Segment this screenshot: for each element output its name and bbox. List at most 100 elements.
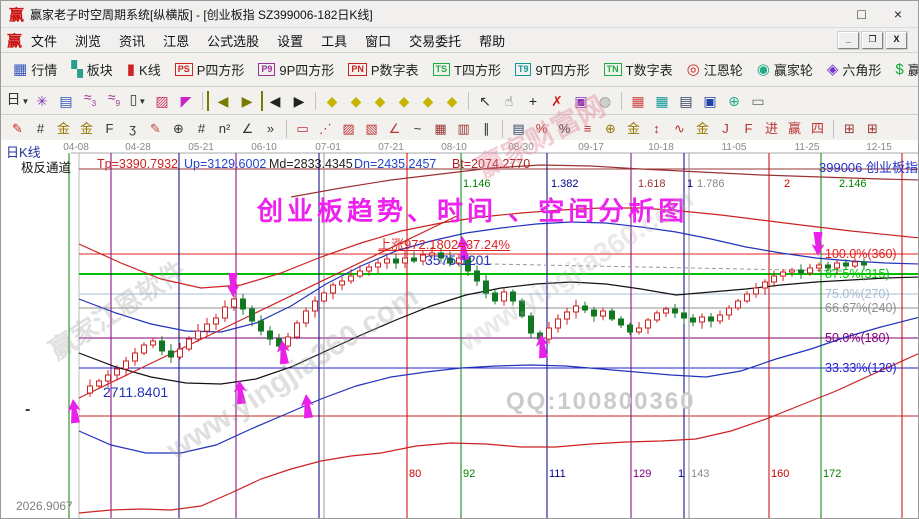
candle-style-button[interactable]: ▯▼ bbox=[129, 91, 147, 107]
last-page-button[interactable]: ▶ bbox=[235, 90, 263, 111]
brush-tool-button[interactable]: ✎ bbox=[150, 121, 161, 136]
menu-settings[interactable]: 设置 bbox=[277, 33, 304, 49]
grid-yellow-b-button[interactable]: ⊞ bbox=[867, 121, 878, 136]
prev-bar-button[interactable]: ◀ bbox=[269, 92, 281, 109]
circle-grid-button[interactable]: ⊕ bbox=[173, 121, 184, 136]
9p-square-button[interactable]: P9 9P四方形 bbox=[251, 58, 341, 81]
flag-chart-button[interactable]: ◤ bbox=[180, 92, 192, 109]
f-angle-button[interactable]: F bbox=[744, 121, 753, 136]
wave-mark-button[interactable]: ∿ bbox=[674, 121, 685, 136]
box-rays-button[interactable]: ▧ bbox=[365, 121, 378, 136]
hexagon-button[interactable]: ◈ 六角形 bbox=[820, 58, 889, 81]
rect-tool-button[interactable]: ▭ bbox=[296, 121, 309, 136]
close-button[interactable]: × bbox=[893, 6, 902, 22]
first-page-button[interactable]: ◀ bbox=[207, 90, 235, 111]
menu-help[interactable]: 帮助 bbox=[479, 33, 506, 49]
levels-button[interactable]: ≡ bbox=[583, 121, 592, 136]
pointer-tool-button[interactable]: ↖ bbox=[479, 92, 491, 109]
pattern-stamp-button[interactable]: ▨ bbox=[155, 92, 169, 109]
kline-button[interactable]: ▮ K线 bbox=[120, 58, 168, 81]
print-button[interactable]: ▭ bbox=[751, 92, 765, 109]
notes-button[interactable]: ▤ bbox=[679, 92, 693, 109]
si-angle-button[interactable]: 四 bbox=[810, 121, 824, 136]
win-angle-button[interactable]: 赢 bbox=[787, 121, 801, 136]
zoom-right-button[interactable]: ◆ bbox=[350, 92, 362, 109]
publish-button[interactable]: ⊕ bbox=[728, 92, 740, 109]
percent-zone-button[interactable]: % bbox=[535, 121, 548, 136]
t-number-table-button[interactable]: TN T数字表 bbox=[597, 58, 680, 81]
zigzag-button[interactable]: ~ bbox=[413, 121, 422, 136]
menu-news[interactable]: 资讯 bbox=[119, 33, 146, 49]
parallel-lines-button[interactable]: ∥ bbox=[483, 121, 490, 136]
t-square-button[interactable]: TS T四方形 bbox=[426, 58, 508, 81]
brain-ai-button[interactable]: ◍ bbox=[598, 92, 612, 109]
stats-table-button[interactable]: ▤ bbox=[512, 121, 525, 136]
angle-tool-button[interactable]: ∠ bbox=[241, 121, 254, 136]
dot-grid-button[interactable]: ▥ bbox=[457, 121, 470, 136]
n-square-button[interactable]: n² bbox=[218, 121, 231, 136]
dark-grid-button[interactable]: ▦ bbox=[434, 121, 447, 136]
zoom-left-button[interactable]: ◆ bbox=[326, 92, 338, 109]
calendar-button[interactable]: ▦ bbox=[631, 92, 645, 109]
next-bar-button[interactable]: ▶ bbox=[293, 92, 305, 109]
p-number-table-button[interactable]: PN P数字表 bbox=[341, 58, 425, 81]
p-square-button[interactable]: PS P四方形 bbox=[168, 58, 252, 81]
9t-square-button[interactable]: T9 9T四方形 bbox=[508, 58, 597, 81]
jin-angle-button[interactable]: 进 bbox=[764, 121, 778, 136]
menu-file[interactable]: 文件 bbox=[31, 33, 58, 49]
net-grid-button[interactable]: ✳ bbox=[36, 92, 48, 109]
child-close-button[interactable]: X bbox=[886, 31, 907, 49]
select-box-tool-button[interactable]: ▣ bbox=[574, 92, 588, 109]
wave-9-button[interactable]: ≈9 bbox=[107, 89, 121, 108]
gold-levels-button[interactable]: 金 bbox=[626, 121, 640, 136]
spiral-button[interactable]: ʒ bbox=[128, 121, 137, 136]
save-button[interactable]: ▣ bbox=[703, 92, 717, 109]
maximize-button[interactable]: □ bbox=[857, 6, 866, 22]
grid-yellow-a-button[interactable]: ⊞ bbox=[844, 121, 855, 136]
bar-grid-button[interactable]: # bbox=[197, 121, 206, 136]
zoom-vertical-button[interactable]: ◆ bbox=[398, 92, 410, 109]
erase-tool-button[interactable]: ✗ bbox=[551, 92, 563, 109]
wave-3-button[interactable]: ≈3 bbox=[83, 89, 97, 108]
menu-trade[interactable]: 交易委托 bbox=[409, 33, 462, 49]
zoom-out-button[interactable]: ◆ bbox=[446, 92, 458, 109]
toolbar-separator bbox=[833, 120, 834, 138]
chart-area[interactable] bbox=[1, 140, 918, 518]
menu-gann[interactable]: 江恩 bbox=[163, 33, 190, 49]
clipboard-button[interactable]: ▤ bbox=[59, 92, 73, 109]
box-fan-button[interactable]: ▨ bbox=[342, 121, 355, 136]
date-label: 10-18 bbox=[648, 142, 674, 153]
crosshair-tool-button[interactable]: + bbox=[528, 92, 538, 109]
menu-window[interactable]: 窗口 bbox=[365, 33, 392, 49]
calculator-button[interactable]: ▦ bbox=[655, 92, 669, 109]
winner-service-button[interactable]: $ 赢家服务 bbox=[888, 58, 918, 81]
sectors-button[interactable]: ▚ 板块 bbox=[64, 58, 120, 81]
fib-grid-button[interactable]: F bbox=[105, 121, 114, 136]
gann-wheel-button[interactable]: ◎ 江恩轮 bbox=[680, 58, 750, 81]
period-selector-button[interactable]: 日▼ bbox=[6, 91, 30, 107]
menu-tools[interactable]: 工具 bbox=[321, 33, 348, 49]
zoom-in-button[interactable]: ◆ bbox=[422, 92, 434, 109]
gold-grid-button[interactable]: 金 bbox=[56, 121, 70, 136]
gold-circle-button[interactable]: ⊕ bbox=[605, 121, 616, 136]
candle-body bbox=[438, 252, 444, 259]
gold-square-button[interactable]: 金 bbox=[79, 121, 93, 136]
percent-button[interactable]: % bbox=[558, 121, 571, 136]
quotes-button[interactable]: ▦ 行情 bbox=[6, 58, 64, 81]
child-restore-button[interactable]: ❐ bbox=[862, 31, 883, 49]
measure-button[interactable]: ↕ bbox=[653, 121, 660, 136]
zoom-horizontal-button[interactable]: ◆ bbox=[374, 92, 386, 109]
gold-angle-button[interactable]: 金 bbox=[695, 121, 709, 136]
j-angle-button[interactable]: J bbox=[722, 121, 729, 136]
fan-lines-button[interactable]: ⋰ bbox=[319, 121, 332, 136]
menu-browse[interactable]: 浏览 bbox=[75, 33, 102, 49]
angle-rays-button[interactable]: ∠ bbox=[388, 121, 401, 136]
more-tools-button[interactable]: » bbox=[266, 121, 275, 136]
child-minimize-button[interactable]: _ bbox=[838, 31, 859, 49]
hand-tool-button[interactable]: ☝ bbox=[504, 92, 514, 109]
winner-wheel-button[interactable]: ◉ 赢家轮 bbox=[750, 58, 820, 81]
gann-grid-button[interactable]: # bbox=[36, 121, 45, 136]
pen-tool-button[interactable]: ✎ bbox=[12, 121, 23, 136]
menu-formula-picker[interactable]: 公式选股 bbox=[207, 33, 260, 49]
